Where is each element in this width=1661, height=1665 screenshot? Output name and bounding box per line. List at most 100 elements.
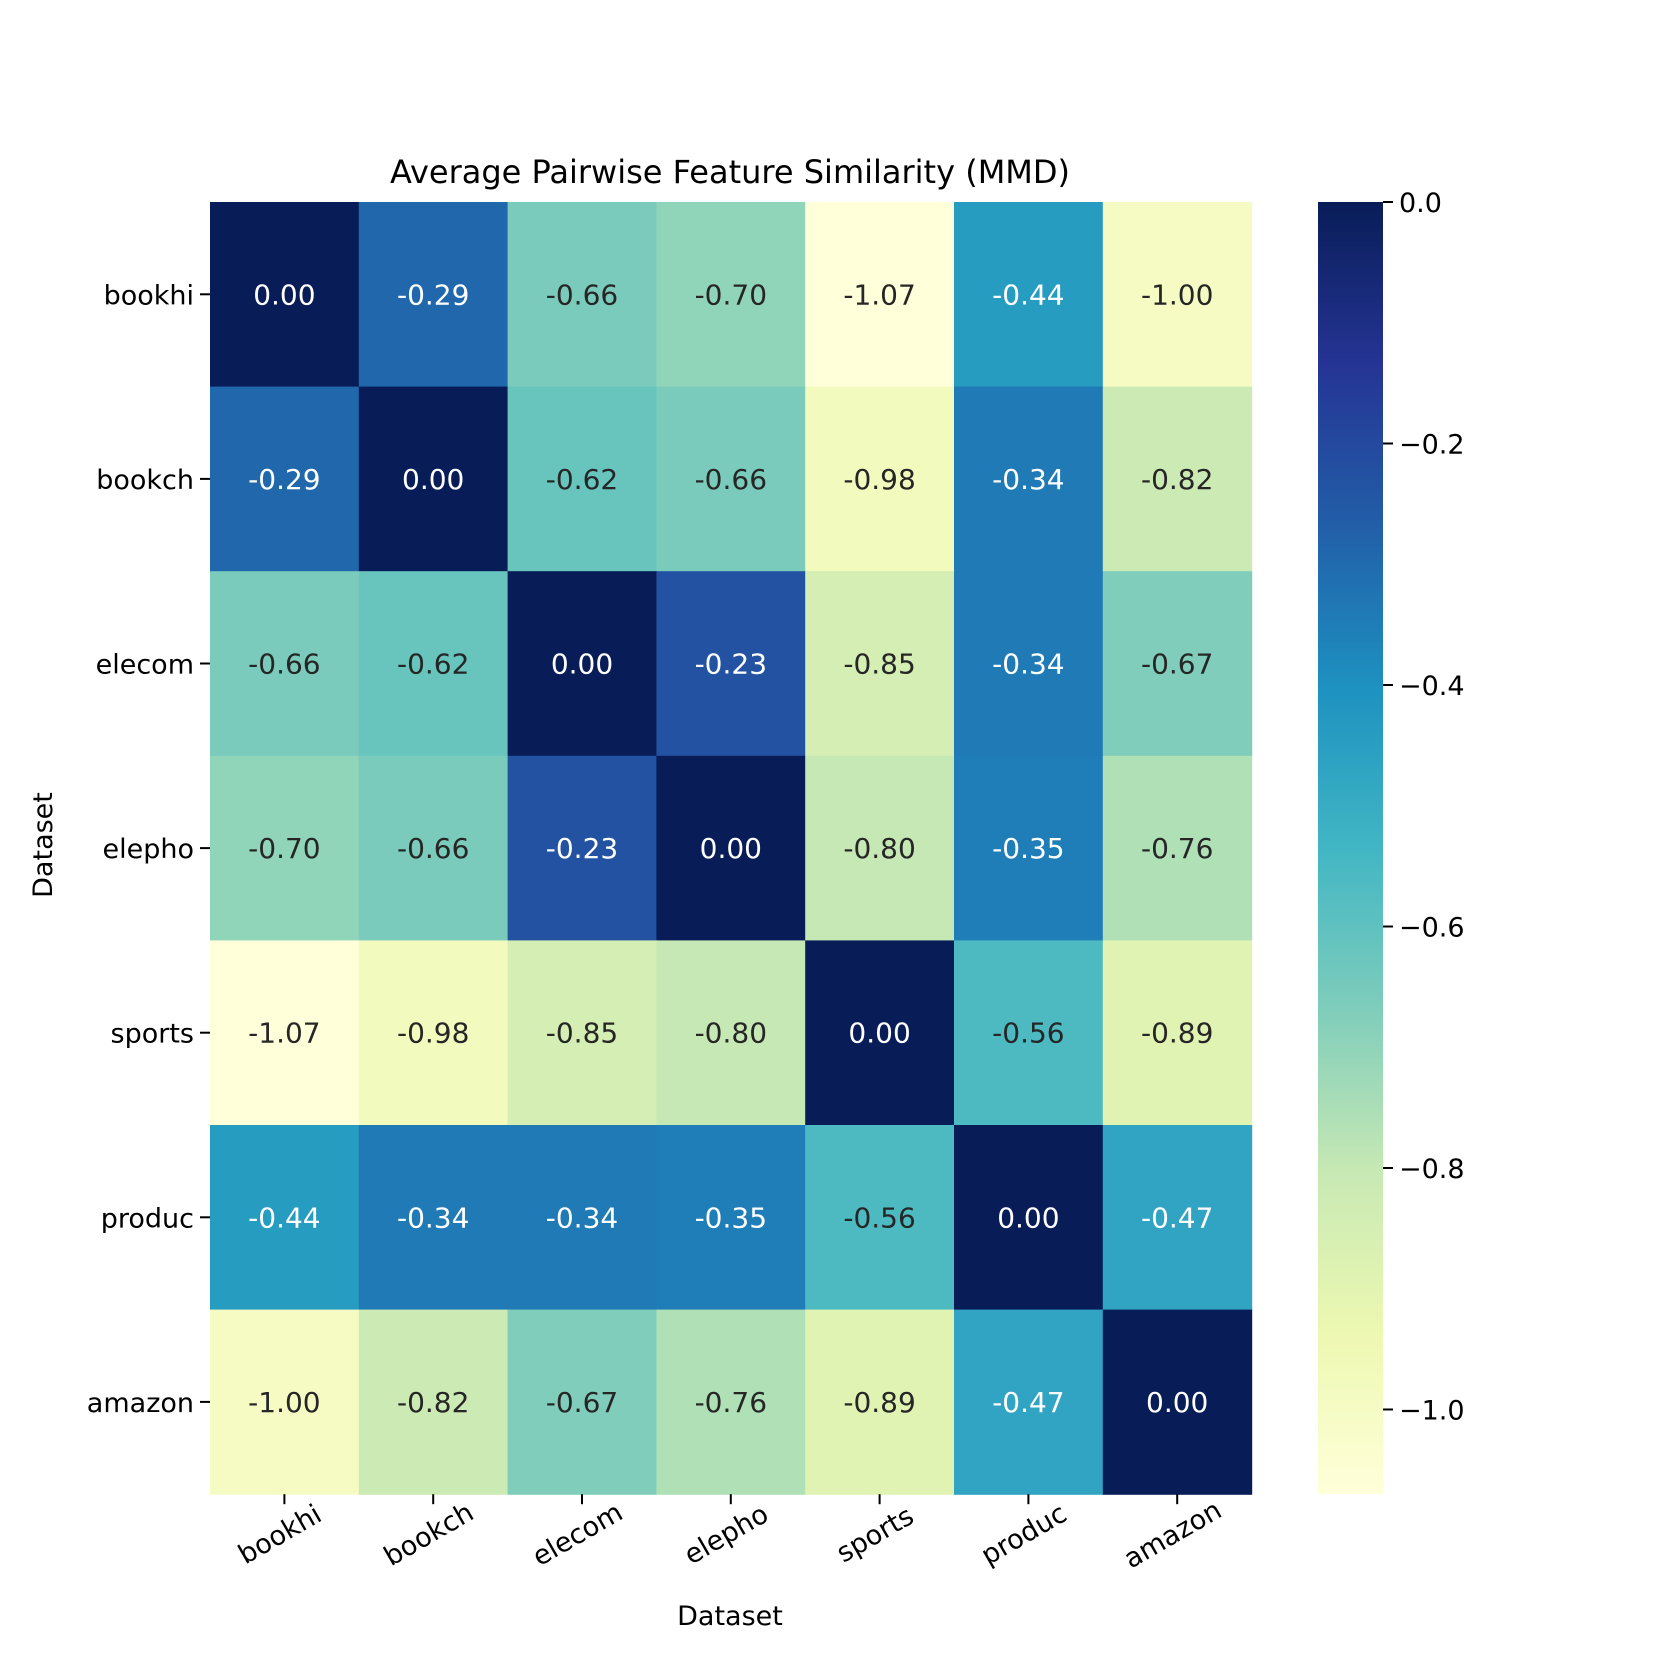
cell-value-label: -0.82 (397, 1386, 469, 1419)
cell-value-label: -0.56 (843, 1201, 915, 1234)
heatmap-cell (1102, 386, 1253, 572)
cell-value-label: -0.47 (1141, 1201, 1213, 1234)
heatmap-cell (656, 940, 806, 1126)
cell-value-label: -0.98 (397, 1017, 469, 1050)
heatmap-cell (954, 940, 1104, 1126)
heatmap-cell (805, 571, 955, 757)
x-axis: bookhi bookch elecom elepho sports produc amaz… (233, 1494, 1227, 1575)
cell-value-label: -1.00 (248, 1386, 320, 1419)
heatmap-cell (1102, 202, 1253, 388)
cell-value-label: -0.82 (1141, 463, 1213, 496)
y-tick-label: elepho (103, 834, 195, 865)
heatmap-cell (805, 202, 955, 388)
cell-value-label: -0.56 (992, 1017, 1064, 1050)
cell-value-label: -0.70 (248, 832, 320, 865)
y-tick-label: amazon (87, 1388, 194, 1419)
cell-value-label: 0.00 (402, 463, 464, 496)
cell-value-label: -0.47 (992, 1386, 1064, 1419)
heatmap-cell (507, 202, 657, 388)
x-tick-label: sports (831, 1501, 919, 1570)
x-tick-label: amazon (1119, 1495, 1227, 1575)
cell-value-label: 0.00 (1146, 1386, 1208, 1419)
heatmap-cell (1102, 1309, 1253, 1495)
cell-value-label: -0.34 (992, 463, 1064, 496)
cell-value-label: -0.76 (695, 1386, 767, 1419)
cell-value-label: 0.00 (253, 278, 315, 311)
cell-value-label: -0.44 (992, 278, 1064, 311)
heatmap-cell (358, 940, 509, 1126)
cell-value-label: -0.35 (695, 1201, 767, 1234)
heatmap-cell (656, 386, 806, 572)
x-tick-label: elecom (527, 1497, 628, 1573)
heatmap-cell (1102, 571, 1253, 757)
cell-value-label: -0.85 (843, 648, 915, 681)
heatmap-cell (507, 940, 657, 1126)
y-tick-label: elecom (96, 650, 194, 681)
heatmap-cell (210, 940, 360, 1126)
heatmap-cell (210, 386, 360, 572)
cell-value-label: -1.07 (248, 1017, 320, 1050)
colorbar-ticks: 0.0 −0.2 −0.4 −0.6 −0.8 −1.0 (1383, 188, 1465, 1426)
heatmap-cell (507, 386, 657, 572)
cell-value-label: 0.00 (848, 1017, 910, 1050)
y-tick-label: bookhi (104, 280, 194, 311)
cell-value-label: -0.66 (695, 463, 767, 496)
heatmap-cell (358, 571, 509, 757)
cell-value-label: -0.85 (546, 1017, 618, 1050)
heatmap-cell (656, 571, 806, 757)
heatmap-cell (805, 1125, 955, 1311)
heatmap-cell (358, 755, 509, 941)
heatmap-cell (507, 755, 657, 941)
cell-value-label: -0.66 (397, 832, 469, 865)
cell-value-label: -0.89 (843, 1386, 915, 1419)
heatmap-cell (954, 571, 1104, 757)
y-axis: bookhi bookch elecom elepho sports produc amaz… (87, 280, 210, 1419)
heatmap-cell (507, 571, 657, 757)
heatmap-cell (210, 1309, 360, 1495)
cell-value-label: -0.44 (248, 1201, 320, 1234)
cell-value-label: -0.76 (1141, 832, 1213, 865)
cell-value-label: 0.00 (997, 1201, 1059, 1234)
x-tick-label: bookch (379, 1497, 479, 1573)
cell-value-label: -0.23 (546, 832, 618, 865)
cell-value-label: -1.00 (1141, 278, 1213, 311)
heatmap-cell (805, 755, 955, 941)
colorbar-tick-label: −0.8 (1399, 1154, 1465, 1185)
heatmap-cell (358, 202, 509, 388)
cell-value-label: -0.62 (546, 463, 618, 496)
heatmap-cell (1102, 755, 1253, 941)
heatmap-cell (1102, 1125, 1253, 1311)
heatmap-cell (805, 940, 955, 1126)
colorbar-tick-label: −0.6 (1399, 912, 1465, 943)
heatmap-annotations: 0.00 -0.29 -0.66 -0.70 -1.07 -0.44 -1.00 -0.29 0… (248, 278, 1213, 1419)
cell-value-label: -0.89 (1141, 1017, 1213, 1050)
heatmap-cell (954, 1309, 1104, 1495)
heatmap-cell (954, 1125, 1104, 1311)
heatmap-cell (656, 1125, 806, 1311)
heatmap-cell (507, 1125, 657, 1311)
y-axis-label: Dataset (28, 792, 59, 898)
heatmap-cell (656, 1309, 806, 1495)
colorbar-tick-label: −0.4 (1399, 671, 1465, 702)
y-tick-label: produc (101, 1203, 194, 1234)
heatmap-cell (210, 755, 360, 941)
cell-value-label: -0.35 (992, 832, 1064, 865)
colorbar-tick-label: −1.0 (1399, 1395, 1465, 1426)
y-tick-label: sports (111, 1019, 194, 1050)
cell-value-label: -0.66 (546, 278, 618, 311)
cell-value-label: -0.67 (1141, 648, 1213, 681)
cell-value-label: -0.62 (397, 648, 469, 681)
cell-value-label: -0.80 (843, 832, 915, 865)
cell-value-label: -0.34 (992, 648, 1064, 681)
heatmap-cell (954, 755, 1104, 941)
colorbar (1318, 202, 1383, 1494)
cell-value-label: -0.70 (695, 278, 767, 311)
heatmap-cell (358, 386, 509, 572)
cell-value-label: -0.80 (695, 1017, 767, 1050)
heatmap-cells (210, 202, 1253, 1495)
cell-value-label: -0.98 (843, 463, 915, 496)
x-tick-label: produc (976, 1498, 1072, 1571)
heatmap-cell (507, 1309, 657, 1495)
